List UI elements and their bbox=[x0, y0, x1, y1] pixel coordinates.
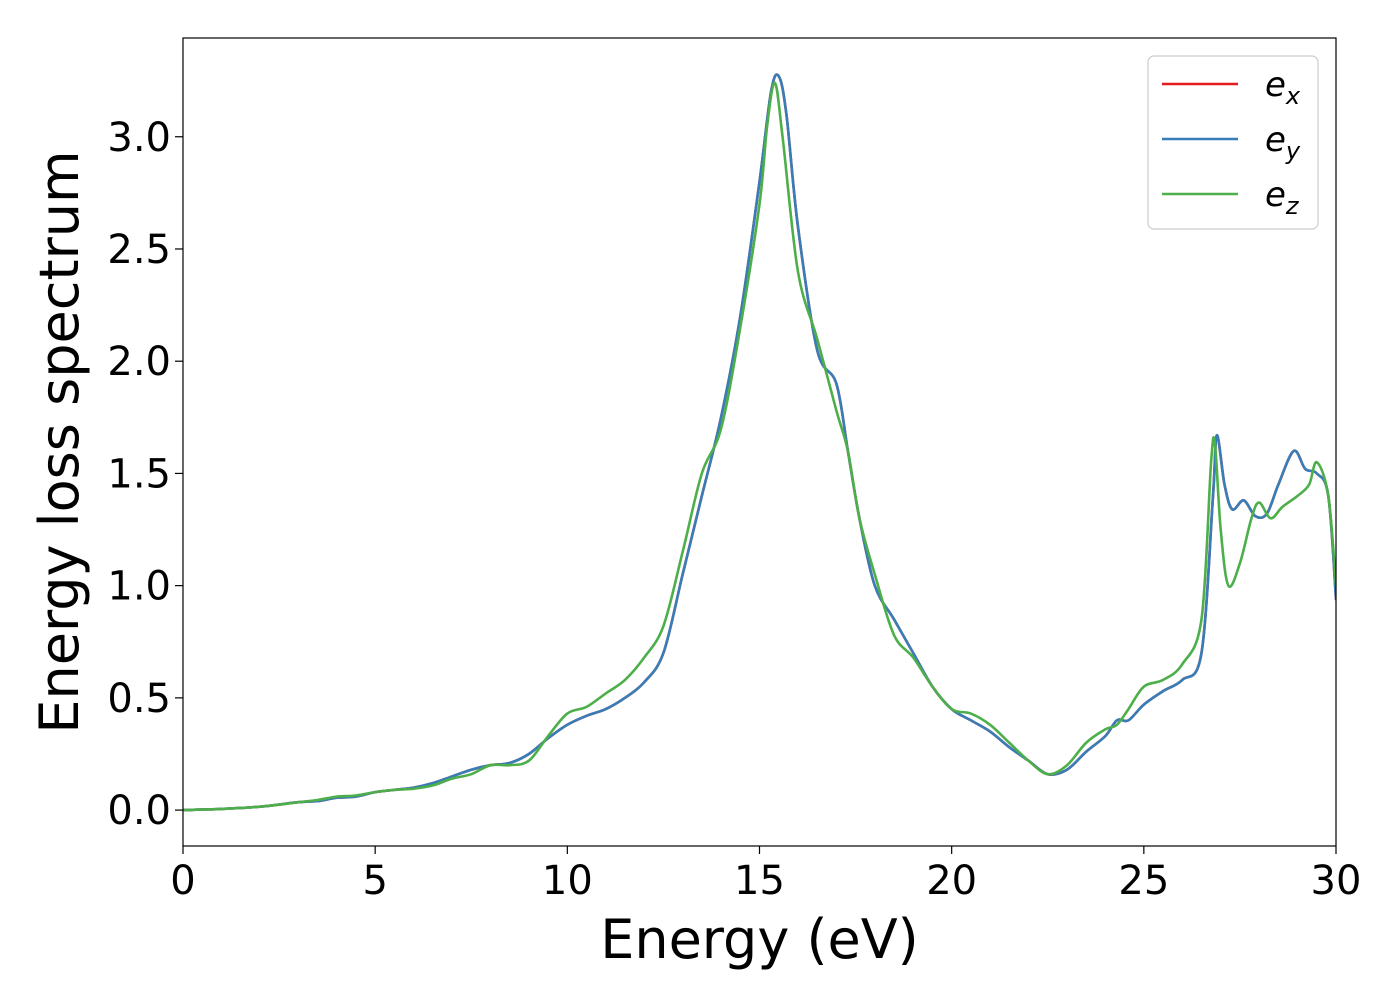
legend: ex ey ez bbox=[1147, 55, 1319, 230]
legend-label: ey bbox=[1265, 120, 1301, 165]
legend-label: ex bbox=[1265, 65, 1301, 110]
x-tick-label: 15 bbox=[734, 858, 785, 904]
x-tick-label: 30 bbox=[1311, 858, 1362, 904]
y-tick-label: 2.5 bbox=[107, 227, 171, 273]
series-layer bbox=[183, 73, 1336, 812]
y-tick-label: 1.0 bbox=[107, 564, 171, 610]
x-tick-label: 20 bbox=[926, 858, 977, 904]
y-tick-label: 1.5 bbox=[107, 451, 171, 497]
x-tick-label: 10 bbox=[542, 858, 593, 904]
y-axis-title: Energy loss spectrum bbox=[28, 150, 91, 733]
legend-item-e-y: ey bbox=[1162, 120, 1301, 165]
x-tick-label: 0 bbox=[170, 858, 195, 904]
legend-label: ez bbox=[1265, 175, 1300, 220]
y-tick-label: 0.0 bbox=[107, 788, 171, 834]
legend-item-e-z: ez bbox=[1162, 175, 1300, 220]
legend-box bbox=[1147, 55, 1319, 230]
y-tick-label: 0.5 bbox=[107, 676, 171, 722]
y-axis: 0.0 0.5 1.0 1.5 2.0 2.5 3.0 bbox=[107, 115, 183, 834]
x-axis: 0 5 10 15 20 25 30 bbox=[170, 846, 1361, 904]
x-tick-label: 25 bbox=[1118, 858, 1169, 904]
x-tick-label: 5 bbox=[362, 858, 387, 904]
series-line-e-z bbox=[183, 81, 1336, 812]
x-axis-title: Energy (eV) bbox=[600, 908, 919, 971]
legend-item-e-x: ex bbox=[1162, 65, 1301, 110]
y-tick-label: 2.0 bbox=[107, 339, 171, 385]
y-tick-label: 3.0 bbox=[107, 115, 171, 161]
